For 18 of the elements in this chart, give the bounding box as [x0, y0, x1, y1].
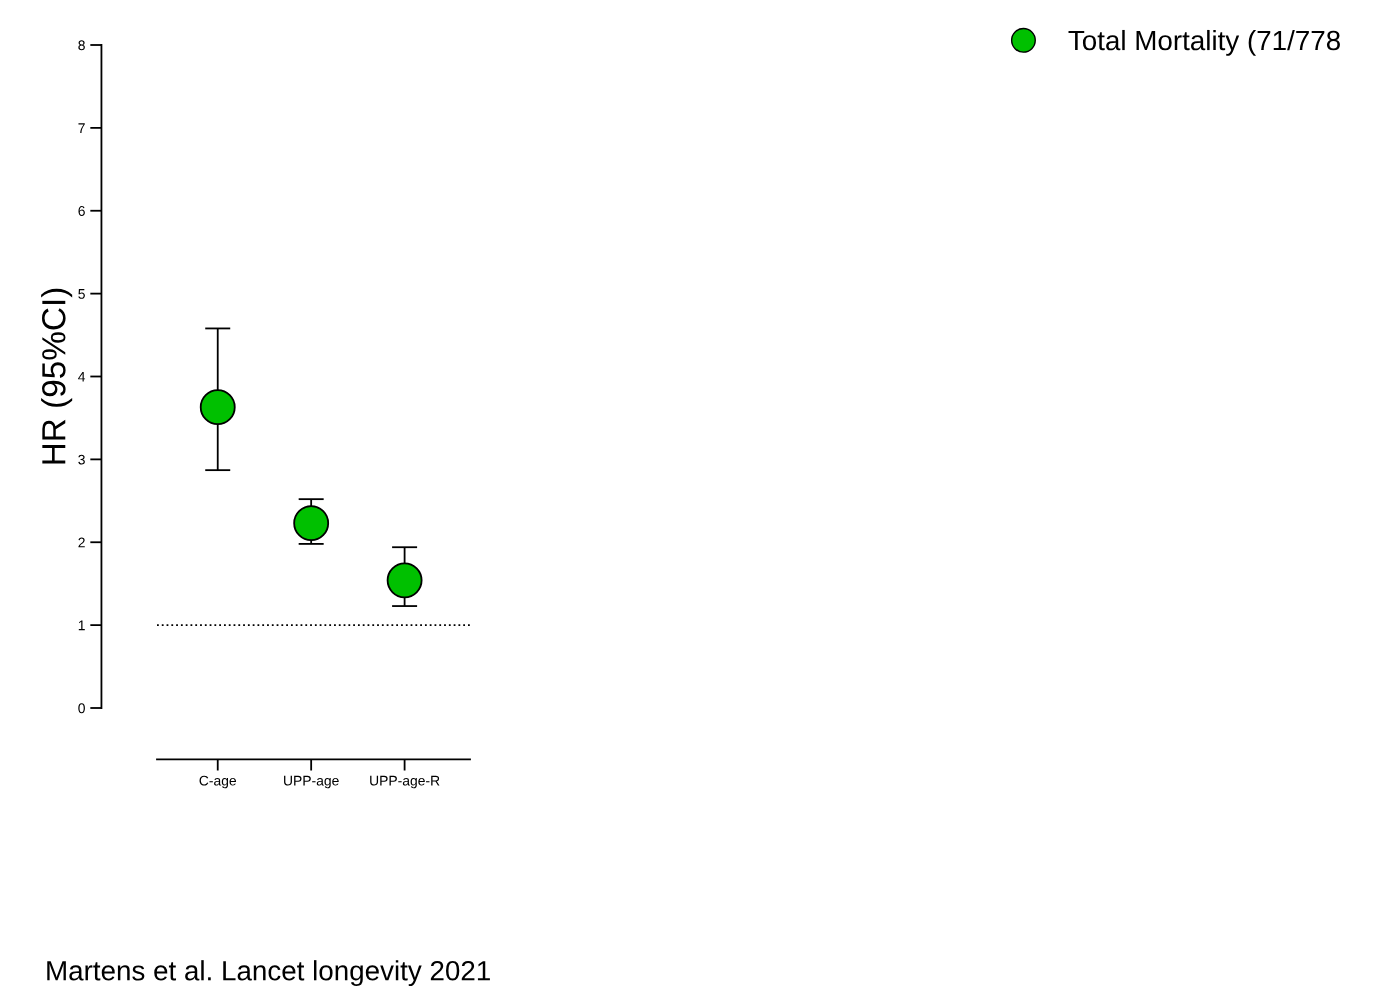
y-tick-label: 7: [78, 123, 85, 133]
text: Martens et al. Lancet longevity 2021: [47, 960, 490, 987]
x-tick-label: UPP-age-R: [370, 775, 440, 789]
x-tick-label: C-age: [199, 775, 237, 789]
y-tick-label: 5: [78, 289, 85, 299]
y-tick-label: 1: [78, 620, 85, 631]
y-tick-label: 8: [78, 40, 85, 51]
x-tick-label: UPP-age: [284, 775, 339, 789]
point: [293, 505, 330, 542]
y-tick-label: 3: [78, 454, 85, 465]
y-tick-label: 0: [78, 703, 85, 714]
y-axis-title: HR (95%CI): [41, 288, 73, 464]
y-tick-label: 2: [78, 537, 85, 548]
point: [199, 389, 236, 426]
y-tick-label: 6: [78, 206, 85, 216]
y-tick-label: 4: [78, 371, 86, 382]
point: [386, 562, 423, 599]
legend-label: Total Mortality (71/778: [1068, 29, 1340, 56]
